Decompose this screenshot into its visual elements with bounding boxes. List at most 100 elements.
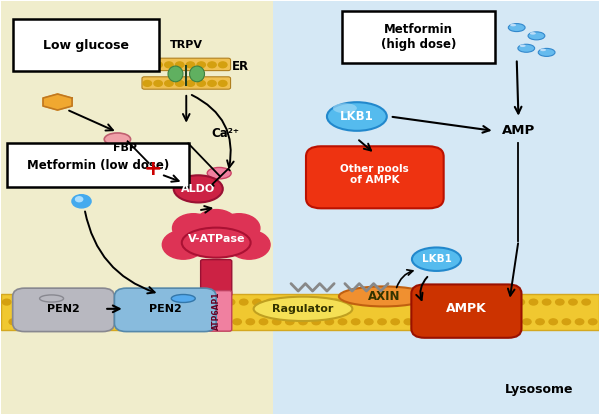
Ellipse shape [538,49,555,56]
Ellipse shape [530,32,536,35]
Circle shape [29,299,37,305]
Circle shape [233,319,241,325]
Text: TRPV: TRPV [170,40,203,50]
Circle shape [143,81,152,86]
Circle shape [218,214,260,243]
Circle shape [213,299,221,305]
Circle shape [385,299,393,305]
Circle shape [180,226,222,255]
Circle shape [556,299,564,305]
Circle shape [325,319,334,325]
Circle shape [186,81,194,86]
Circle shape [2,299,11,305]
Circle shape [228,230,270,259]
Text: AMPK: AMPK [446,303,487,315]
Circle shape [523,319,531,325]
Circle shape [391,319,400,325]
Polygon shape [273,1,599,414]
Circle shape [175,62,184,68]
Circle shape [193,319,202,325]
Circle shape [542,299,551,305]
Circle shape [286,319,294,325]
Circle shape [76,197,83,202]
Circle shape [345,299,353,305]
Circle shape [72,195,91,208]
Circle shape [82,299,90,305]
FancyBboxPatch shape [200,260,232,296]
Circle shape [195,210,237,239]
FancyBboxPatch shape [342,11,494,63]
Text: ATP6AP1: ATP6AP1 [212,292,221,330]
Circle shape [172,214,214,243]
Circle shape [549,319,557,325]
FancyBboxPatch shape [7,144,189,187]
Ellipse shape [104,133,131,146]
Ellipse shape [40,295,64,302]
Circle shape [165,62,173,68]
Circle shape [101,319,110,325]
Circle shape [121,299,130,305]
Text: V-ATPase: V-ATPase [187,234,245,244]
FancyBboxPatch shape [200,290,232,331]
Ellipse shape [412,247,461,271]
Circle shape [208,81,216,86]
Circle shape [154,62,163,68]
Circle shape [220,319,228,325]
Circle shape [49,319,57,325]
Circle shape [9,319,17,325]
Ellipse shape [339,286,429,306]
Circle shape [143,62,152,68]
Circle shape [68,299,77,305]
Circle shape [208,62,216,68]
Circle shape [186,62,194,68]
FancyBboxPatch shape [412,284,521,338]
Ellipse shape [182,228,251,258]
Circle shape [490,299,498,305]
Circle shape [509,319,518,325]
Circle shape [173,299,182,305]
Text: Low glucose: Low glucose [43,39,129,51]
Circle shape [134,299,143,305]
Circle shape [259,319,268,325]
Circle shape [22,319,31,325]
Circle shape [378,319,386,325]
Circle shape [16,299,24,305]
Circle shape [470,319,478,325]
Circle shape [154,319,163,325]
Text: FBP: FBP [113,143,137,153]
Circle shape [266,299,274,305]
Ellipse shape [171,295,195,303]
FancyBboxPatch shape [1,294,599,330]
Circle shape [457,319,465,325]
Circle shape [226,299,235,305]
Circle shape [562,319,571,325]
Text: Lysosome: Lysosome [505,383,574,396]
Circle shape [476,299,485,305]
Circle shape [371,299,380,305]
FancyBboxPatch shape [142,58,230,71]
Circle shape [148,299,156,305]
Ellipse shape [327,102,387,131]
Circle shape [338,319,347,325]
Circle shape [75,319,83,325]
Circle shape [180,319,188,325]
Circle shape [253,299,261,305]
Circle shape [569,299,577,305]
Ellipse shape [528,32,545,40]
Ellipse shape [173,175,223,203]
Circle shape [496,319,505,325]
Circle shape [404,319,413,325]
Ellipse shape [207,167,231,179]
Circle shape [163,230,204,259]
Circle shape [35,319,44,325]
Text: AXIN: AXIN [368,290,400,303]
Circle shape [292,299,301,305]
Ellipse shape [520,44,526,47]
FancyBboxPatch shape [142,77,230,89]
Circle shape [589,319,597,325]
Polygon shape [1,1,273,414]
Circle shape [95,299,103,305]
Circle shape [430,319,439,325]
Circle shape [161,299,169,305]
Text: Metformin
(high dose): Metformin (high dose) [380,23,456,51]
